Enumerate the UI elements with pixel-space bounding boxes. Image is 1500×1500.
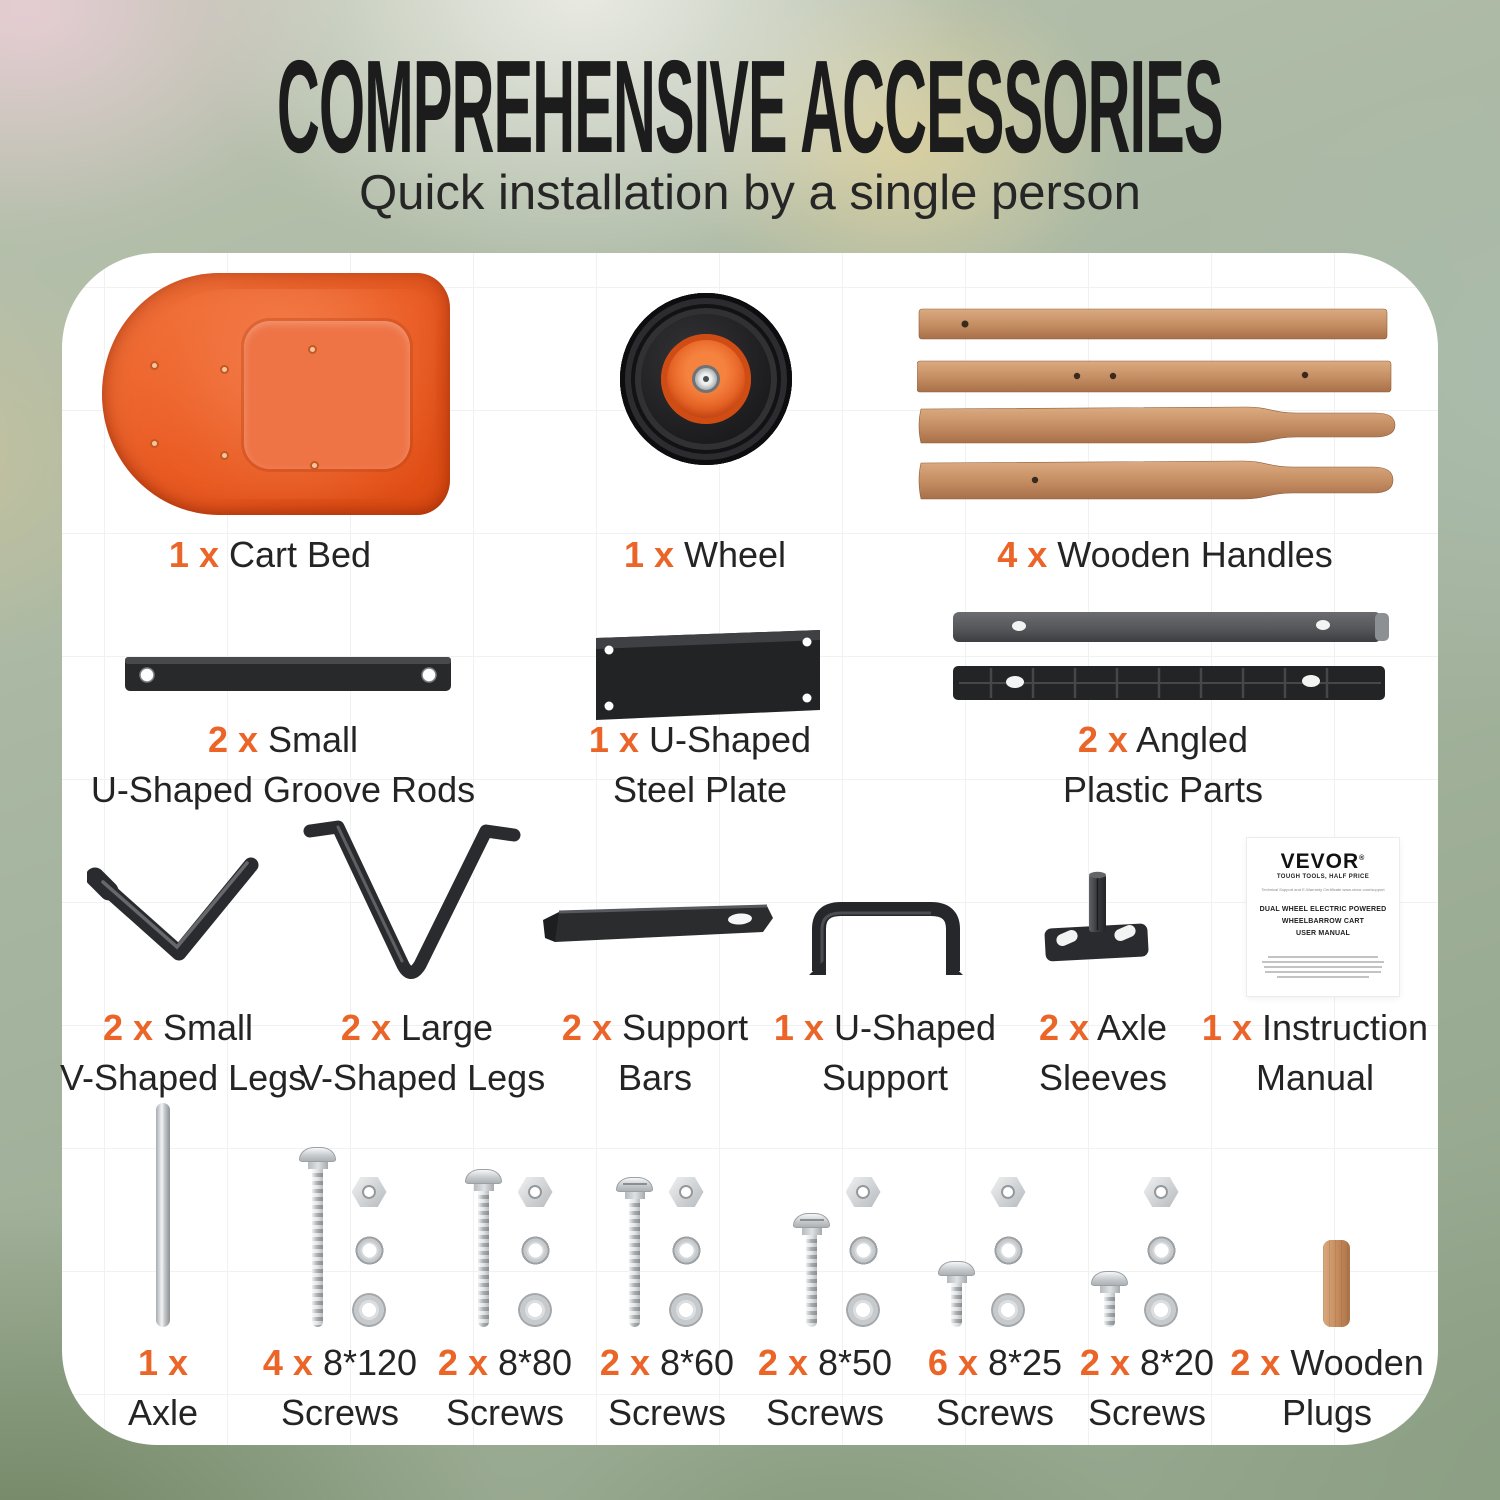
support-bars-label: 2 x Support Bars [561,1007,749,1098]
screws-8x25-label: 6 x 8*25 Screws [927,1342,1063,1433]
instruction-manual-label: 1 x Instruction Manual [1201,1007,1429,1098]
steel-plate-label: 1 x U-Shaped Steel Plate [588,719,812,810]
cart-bed-image [102,273,450,515]
small-v-legs-label: 2 x Small V-Shaped Legs [60,1007,307,1098]
rivet-icon [220,451,229,460]
screws-8x50-label: 2 x 8*50 Screws [757,1342,893,1433]
manual-doc-title: DUAL WHEEL ELECTRIC POWERED WHEELBARROW … [1259,906,1387,937]
screws-8x80-image [465,1169,555,1327]
u-support-label: 1 x U-Shaped Support [773,1007,997,1098]
lock-washer-icon [354,1235,384,1265]
rivet-icon [150,439,159,448]
wooden-handles-image [917,308,1396,500]
wheel-image [620,293,792,465]
axle-image [156,1103,170,1327]
lock-washer-icon [993,1235,1023,1265]
large-v-legs-label: 2 x Large V-Shaped Legs [299,1007,546,1098]
page-title: COMPREHENSIVE ACCESSORIES [277,33,1224,180]
large-v-legs-image [303,820,521,979]
small-v-legs-image [87,857,259,961]
wooden-plug-image [1323,1240,1350,1327]
screws-8x120-image [299,1147,389,1327]
bolt-icon [938,1261,975,1327]
screws-8x50-image [793,1177,883,1327]
page-subtitle: Quick installation by a single person [359,166,1141,220]
instruction-manual-image: VEVOR® TOUGH TOOLS, HALF PRICE Technical… [1247,838,1399,996]
hex-nut-icon [668,1177,704,1207]
bolt-icon [1091,1271,1128,1327]
screws-8x120-label: 4 x 8*120 Screws [262,1342,418,1433]
nut-washers [1141,1177,1181,1327]
header: COMPREHENSIVE ACCESSORIES [0,33,1500,180]
screws-8x60-label: 2 x 8*60 Screws [599,1342,735,1433]
flat-washer-icon [518,1293,552,1327]
bolt-icon [793,1213,830,1327]
bolt-icon [299,1147,336,1327]
nut-washers [843,1177,883,1327]
flat-washer-icon [669,1293,703,1327]
flat-washer-icon [352,1293,386,1327]
hex-nut-icon [845,1177,881,1207]
nut-washers [349,1177,389,1327]
screws-8x60-image [616,1177,706,1327]
manual-support-line: Technical Support and E-Warranty Certifi… [1261,887,1385,892]
rivet-icon [150,361,159,370]
flat-washer-icon [1144,1293,1178,1327]
u-shaped-groove-rod-image [125,657,451,691]
bolt-icon [616,1177,653,1327]
lock-washer-icon [520,1235,550,1265]
lock-washer-icon [848,1235,878,1265]
rivet-icon [220,365,229,374]
flat-washer-icon [846,1293,880,1327]
wheel-label: 1 x Wheel [623,534,787,575]
u-shaped-steel-plate-image [596,630,820,720]
cart-bed-inner-panel [244,321,410,469]
wheel-axle-center [692,365,720,393]
manual-tagline: TOUGH TOOLS, HALF PRICE [1276,874,1370,880]
nut-washers [666,1177,706,1327]
hex-nut-icon [351,1177,387,1207]
rivet-icon [310,461,319,470]
cart-bed-label: 1 x Cart Bed [168,534,372,575]
u-shaped-support-image [809,902,963,975]
wooden-plugs-label: 2 x Wooden Plugs [1230,1342,1424,1433]
hex-nut-icon [990,1177,1026,1207]
lock-washer-icon [671,1235,701,1265]
support-bar-image [543,904,773,942]
screws-8x20-image [1091,1177,1181,1327]
hex-nut-icon [517,1177,553,1207]
angled-plastic-parts-image [953,612,1389,700]
parts-panel: 1 x Cart Bed 1 x Wheel 4 x Wooden Handle… [60,253,1438,1445]
nut-washers [988,1177,1028,1327]
hex-nut-icon [1143,1177,1179,1207]
axle-label: 1 x Axle [127,1342,199,1433]
screws-8x80-label: 2 x 8*80 Screws [437,1342,573,1433]
manual-fine-print [1247,956,1399,978]
rivet-icon [308,345,317,354]
axle-sleeves-image [1044,871,1149,962]
axle-sleeves-label: 2 x Axle Sleeves [1038,1007,1168,1098]
flat-washer-icon [991,1293,1025,1327]
groove-rods-label: 2 x Small U-Shaped Groove Rods [90,719,476,810]
screws-8x25-image [938,1177,1028,1327]
lock-washer-icon [1146,1235,1176,1265]
plastic-parts-label: 2 x Angled Plastic Parts [1062,719,1264,810]
bolt-icon [465,1169,502,1327]
nut-washers [515,1177,555,1327]
wooden-handles-label: 4 x Wooden Handles [997,534,1333,575]
screws-8x20-label: 2 x 8*20 Screws [1079,1342,1215,1433]
vevor-logo: VEVOR® [1280,850,1366,873]
